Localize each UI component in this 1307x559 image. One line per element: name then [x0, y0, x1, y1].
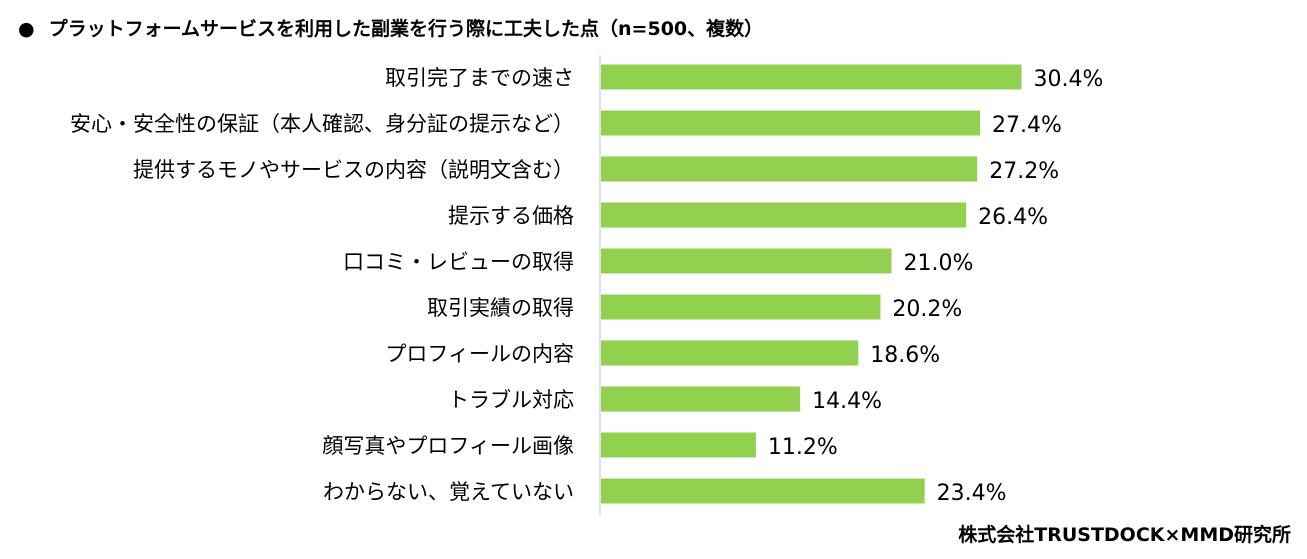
- value-label: 18.6%: [870, 343, 940, 368]
- title-bullet: ●: [18, 18, 35, 40]
- category-label: 顔写真やプロフィール画像: [322, 434, 574, 458]
- bar: [601, 156, 978, 182]
- category-label: 提示する価格: [448, 204, 574, 228]
- bar: [601, 340, 859, 366]
- category-label: わからない、覚えていない: [323, 480, 574, 504]
- bar: [601, 64, 1022, 90]
- bar: [601, 432, 756, 458]
- value-label: 21.0%: [903, 251, 973, 276]
- bar: [601, 478, 925, 504]
- value-label: 26.4%: [978, 205, 1048, 230]
- bar: [601, 294, 881, 320]
- value-label: 23.4%: [937, 481, 1007, 506]
- value-label: 30.4%: [1034, 67, 1104, 92]
- bar: [601, 110, 981, 136]
- bar: [601, 202, 967, 228]
- source-credit: 株式会社TRUSTDOCK×MMD研究所: [958, 524, 1291, 546]
- value-label: 14.4%: [812, 389, 882, 414]
- chart-title-text: プラットフォームサービスを利用した副業を行う際に工夫した点（n=500、複数）: [48, 18, 764, 40]
- value-label: 27.2%: [989, 159, 1059, 184]
- value-label: 27.4%: [992, 113, 1062, 138]
- bar: [601, 386, 801, 412]
- bar: [601, 248, 892, 274]
- category-label: 口コミ・レビューの取得: [343, 250, 574, 274]
- chart-title: ● プラットフォームサービスを利用した副業を行う際に工夫した点（n=500、複数）: [18, 14, 763, 41]
- category-label: 提供するモノやサービスの内容（説明文含む）: [133, 158, 574, 182]
- category-label: トラブル対応: [448, 388, 574, 412]
- category-label: プロフィールの内容: [385, 342, 574, 366]
- category-label: 取引完了までの速さ: [385, 66, 574, 90]
- category-label: 安心・安全性の保証（本人確認、身分証の提示など）: [70, 112, 574, 136]
- value-label: 11.2%: [768, 435, 838, 460]
- value-label: 20.2%: [892, 297, 962, 322]
- category-label: 取引実績の取得: [427, 296, 574, 320]
